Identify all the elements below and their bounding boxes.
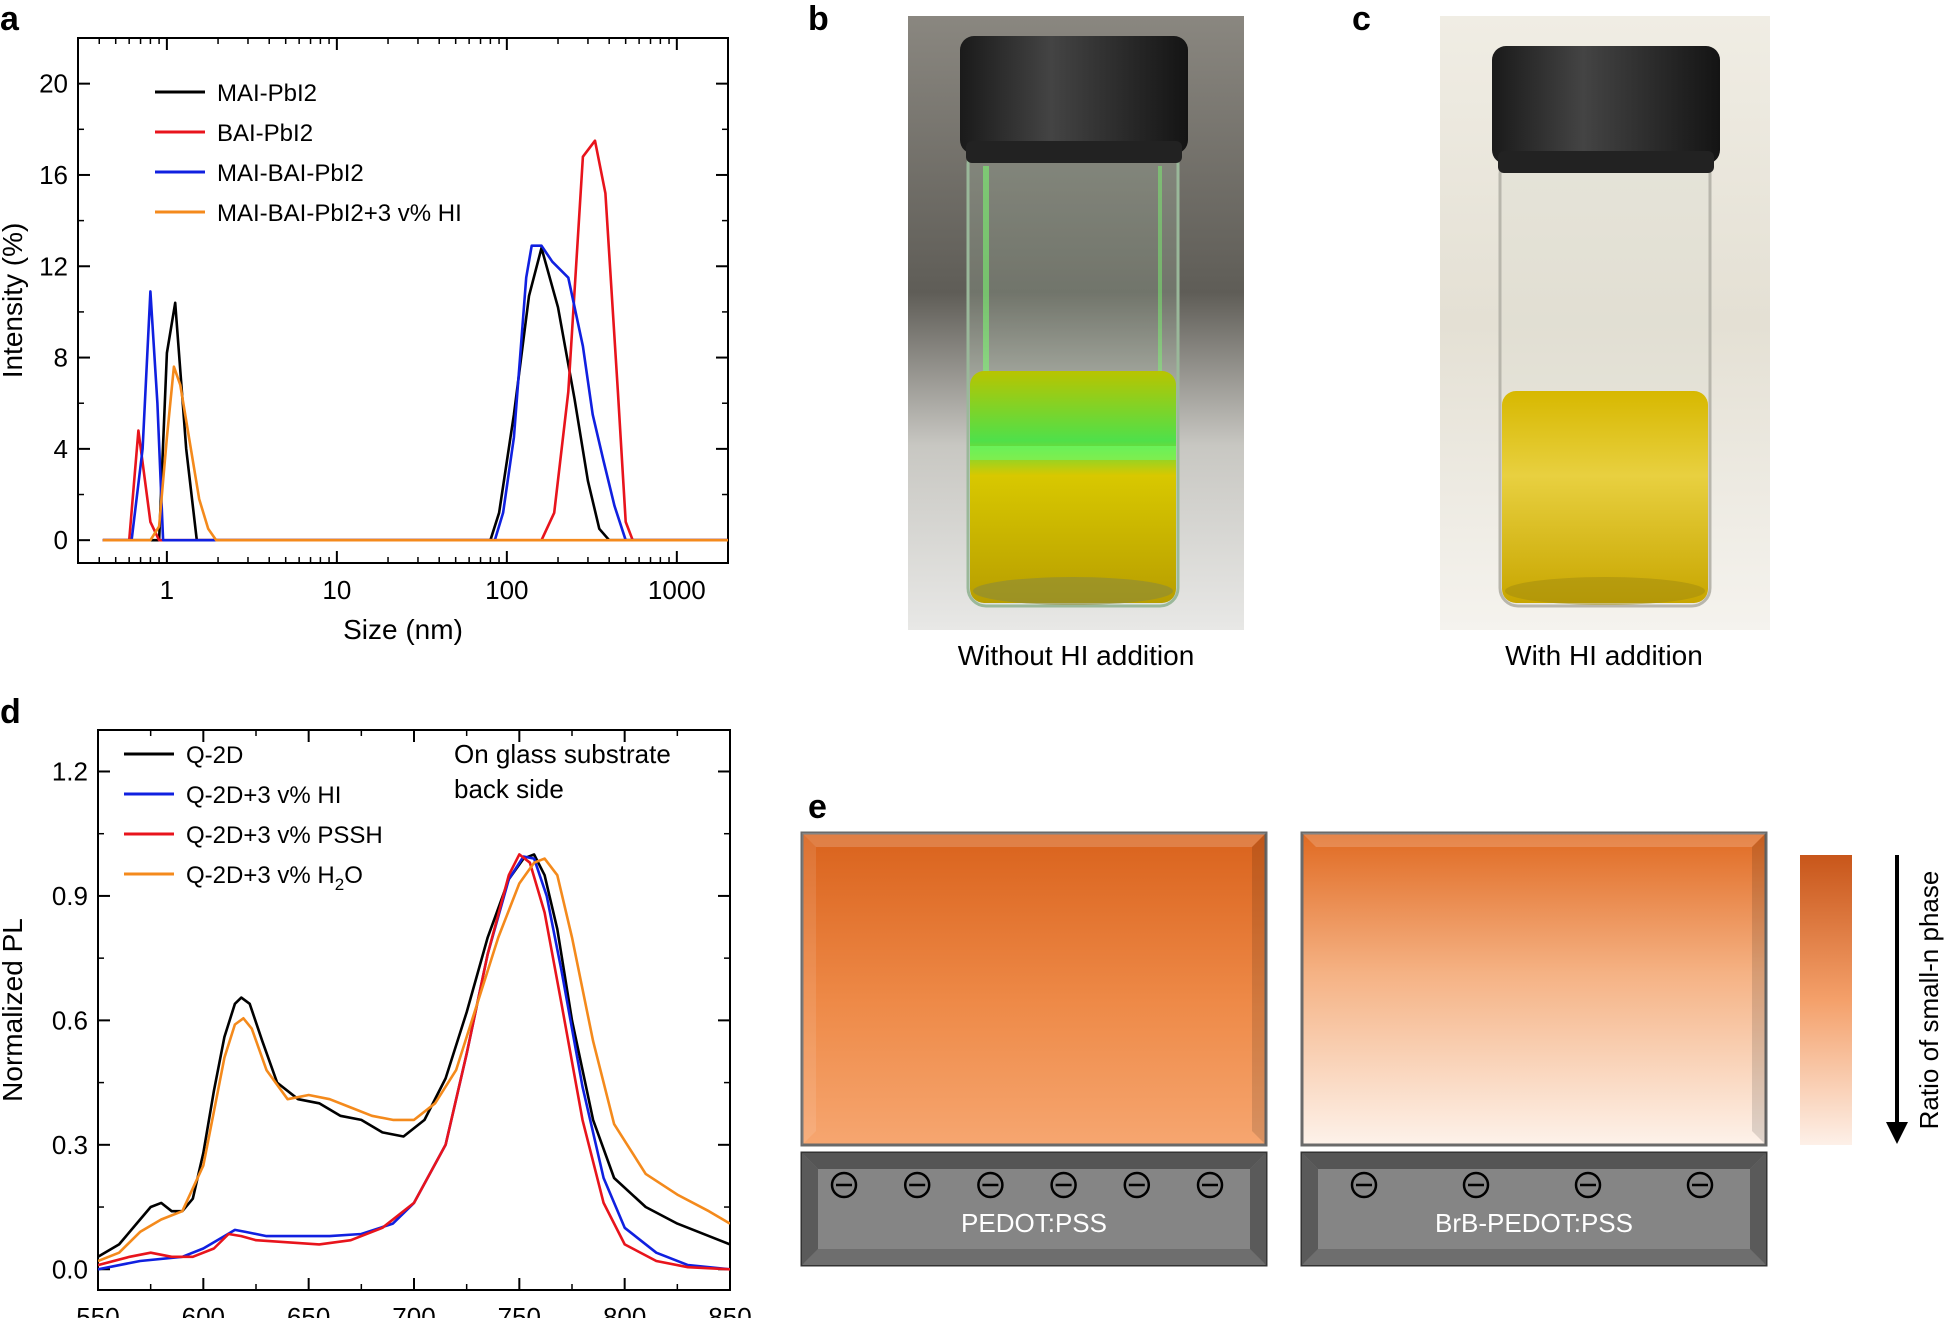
photo-vial-without-hi [908,16,1244,630]
negative-charge-icon [830,1171,858,1199]
panel-label-d: d [0,693,21,731]
y-tick-label: 20 [39,69,68,99]
diagram-e-phase-distribution: PEDOT:PSS BrB-PEDOT:PSS Ratio of small-n… [800,831,1944,1267]
label-pedot-pss: PEDOT:PSS [961,1208,1107,1238]
series-line [102,246,728,542]
negative-charge-icon [1050,1171,1077,1199]
legend-entry: Q-2D [186,742,243,769]
panel-label-e: e [808,788,827,826]
series-line [102,139,728,542]
right-charges [1350,1171,1714,1199]
annotation-line-1: On glass substrate [454,739,671,769]
y-tick-label: 0.3 [52,1130,88,1160]
y-tick-label: 4 [54,434,68,464]
negative-charge-icon [1574,1171,1602,1199]
y-tick-label: 0.9 [52,881,88,911]
x-tick-label: 1000 [648,575,706,605]
negative-charge-icon [903,1171,931,1199]
y-axis-label: Intensity (%) [0,223,28,379]
negative-charge-icon [1196,1171,1224,1199]
x-tick-label: 850 [708,1302,751,1318]
annotation-line-2: back side [454,774,564,804]
y-tick-label: 12 [39,251,68,281]
caption-with-hi: With HI addition [1505,640,1703,671]
x-tick-label: 600 [182,1302,225,1318]
series-line [102,365,728,542]
panel-label-c: c [1352,0,1371,38]
y-tick-label: 0.6 [52,1005,88,1035]
y-tick-label: 16 [39,160,68,190]
legend-entry: MAI-BAI-PbI2 [217,160,364,187]
negative-charge-icon [977,1171,1004,1199]
panel-label-b: b [808,0,829,38]
legend-entry: MAI-PbI2 [217,80,317,107]
x-axis-label: Size (nm) [343,614,463,645]
x-tick-label: 10 [322,575,351,605]
y-tick-label: 1.2 [52,756,88,786]
colorbar-label: Ratio of small-n phase [1914,871,1944,1130]
y-tick-label: 0 [54,525,68,555]
down-arrow-icon [1886,855,1908,1144]
x-tick-label: 1 [160,575,174,605]
right-pedot-substrate [1300,1151,1768,1267]
legend-entry: Q-2D+3 v% PSSH [186,822,383,849]
negative-charge-icon [1123,1171,1151,1199]
x-tick-label: 550 [76,1302,119,1318]
phase-colorbar [1800,855,1852,1145]
series-line [98,855,730,1271]
left-charges [830,1171,1224,1199]
plot-frame [77,37,729,564]
y-tick-label: 8 [54,343,68,373]
y-tick-label: 0.0 [52,1254,88,1284]
left-pedot-substrate [800,1151,1268,1267]
series-line [98,853,730,1271]
negative-charge-icon [1350,1171,1378,1199]
legend-entry: Q-2D+3 v% HI [186,782,341,809]
legend-entry: Q-2D+3 v% H2O [186,862,363,894]
series-line [98,857,730,1263]
label-brb-pedot-pss: BrB-PEDOT:PSS [1435,1208,1633,1238]
right-perovskite-layer [1300,831,1768,1147]
negative-charge-icon [1462,1171,1490,1199]
x-tick-label: 800 [603,1302,646,1318]
chart-a-size-distribution: 1 10 100 1000 0 4 8 12 16 20 Size (nm) Intensity (%… [0,37,729,645]
x-tick-label: 100 [485,575,528,605]
x-tick-label: 750 [498,1302,541,1318]
legend-entry: BAI-PbI2 [217,120,313,147]
plot-frame [97,729,731,1291]
x-tick-label: 650 [287,1302,330,1318]
photo-vial-with-hi [1440,16,1770,630]
caption-without-hi: Without HI addition [957,640,1195,671]
legend-entry: MAI-BAI-PbI2+3 v% HI [217,200,462,227]
negative-charge-icon [1686,1171,1714,1199]
series-line [98,853,730,1258]
panel-label-a: a [0,0,19,38]
chart-d-normalized-pl: 5506006507007508008500.00.30.60.91.2Wave… [0,729,752,1318]
series-line [102,244,728,542]
x-tick-label: 700 [392,1302,435,1318]
left-perovskite-layer [800,831,1268,1147]
y-axis-label: Normalized PL [0,918,28,1102]
